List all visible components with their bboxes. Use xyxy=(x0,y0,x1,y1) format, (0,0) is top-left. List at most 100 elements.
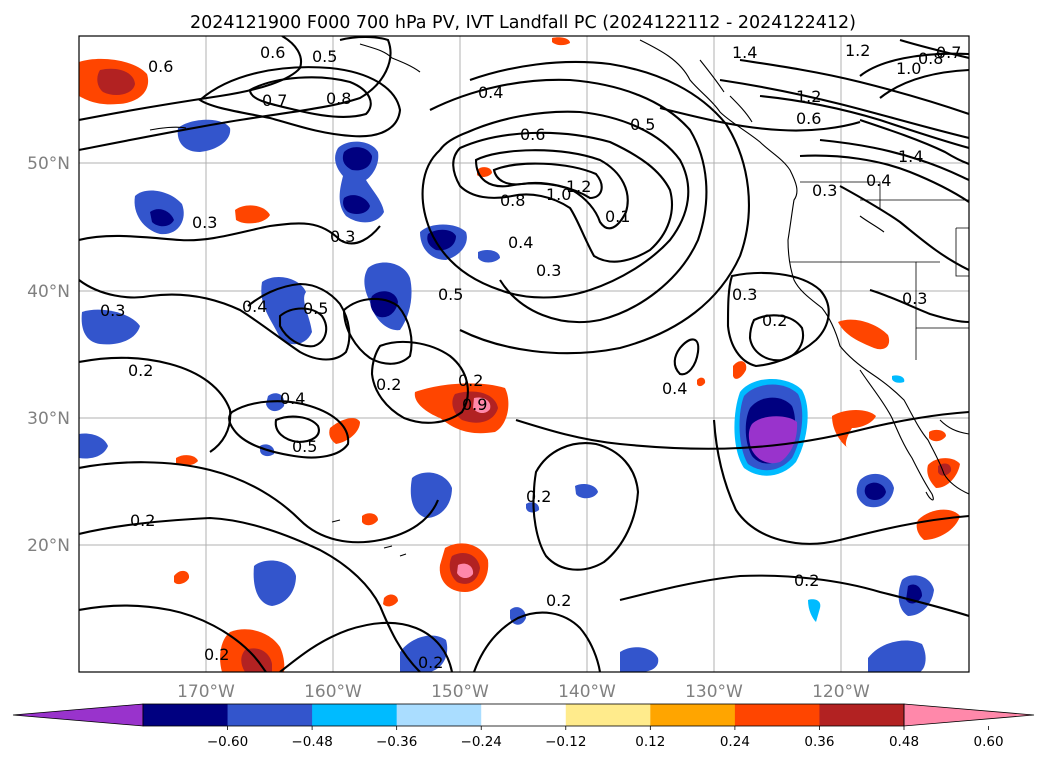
contour-label: 0.3 xyxy=(812,181,837,200)
contour-label: 0.2 xyxy=(376,375,401,394)
contour-label: 1.2 xyxy=(845,41,870,60)
map-plot-area: 0.6 0.6 0.5 0.7 0.8 0.4 0.6 0.5 1.0 0.8 … xyxy=(79,36,969,672)
lat-label: 20°N xyxy=(27,536,70,556)
negative-anomaly-7 xyxy=(81,309,140,345)
contour-label: 0.4 xyxy=(508,233,533,252)
contour-label: 0.6 xyxy=(148,57,173,76)
contour-label: 0.2 xyxy=(526,487,551,506)
positive-anomaly-coast-6 xyxy=(929,429,946,442)
contour-label: 0.2 xyxy=(128,361,153,380)
contour-label: 0.5 xyxy=(630,115,655,134)
contour-label: 0.3 xyxy=(902,289,927,308)
contour-label: 0.2 xyxy=(794,571,819,590)
positive-anomaly-coast-3 xyxy=(832,410,876,448)
lon-label: 170°W xyxy=(177,682,235,702)
contour-label: 0.4 xyxy=(662,379,687,398)
contour-label: 1.4 xyxy=(898,147,923,166)
colorbar-swatch xyxy=(734,704,820,726)
colorbar-tick-label: 0.36 xyxy=(804,734,834,750)
contour-label: 0.3 xyxy=(330,227,355,246)
contour-label: 0.4 xyxy=(280,389,305,408)
contour-label: 0.6 xyxy=(260,43,285,62)
contour-label: 0.9 xyxy=(462,395,487,414)
contour-label: 0.4 xyxy=(242,297,267,316)
negative-anomaly-22 xyxy=(892,375,905,383)
contour-label: 0.2 xyxy=(204,645,229,664)
positive-anomaly-central xyxy=(414,383,509,434)
colorbar: −0.60 −0.48 −0.36 −0.24 −0.12 0.12 0.24 0.36 0.4… xyxy=(12,703,1035,750)
map-frame xyxy=(78,35,970,673)
lon-label: 120°W xyxy=(812,682,870,702)
contour-label: 0.4 xyxy=(478,83,503,102)
contour-label: 0.3 xyxy=(732,285,757,304)
lon-label: 130°W xyxy=(685,682,743,702)
positive-anomaly-small-3 xyxy=(176,455,198,466)
negative-anomaly-north-central xyxy=(335,141,384,223)
contour-label: 0.8 xyxy=(918,49,943,68)
negative-anomaly-17 xyxy=(575,484,598,499)
latitude-labels: 50°N 40°N 30°N 20°N xyxy=(27,154,70,556)
contour-label: 0.5 xyxy=(292,437,317,456)
colorbar-swatch xyxy=(650,704,736,726)
contour-label: 0.5 xyxy=(303,299,328,318)
contour-label: 0.8 xyxy=(326,89,351,108)
colorbar-tick-label: 0.60 xyxy=(974,734,1004,750)
colorbar-swatch xyxy=(396,704,482,726)
contour-label: 0.6 xyxy=(796,109,821,128)
contour-label: 0.3 xyxy=(536,261,561,280)
colorbar-tick-label: −0.36 xyxy=(376,734,417,750)
contour-label: 0.7 xyxy=(262,91,287,110)
positive-anomaly-top-left xyxy=(79,58,149,105)
figure-title: 2024121900 F000 700 hPa PV, IVT Landfall… xyxy=(190,13,856,33)
colorbar-swatch xyxy=(227,704,313,726)
lon-label: 140°W xyxy=(558,682,616,702)
positive-anomaly-small-2 xyxy=(329,418,360,444)
colorbar-tick-label: −0.12 xyxy=(545,734,586,750)
lon-label: 160°W xyxy=(304,682,362,702)
negative-anomaly-california-offshore xyxy=(734,378,808,476)
positive-anomaly-small-8 xyxy=(552,37,570,46)
lat-label: 40°N xyxy=(27,282,70,302)
colorbar-tick-label: −0.24 xyxy=(461,734,502,750)
contour-label: 0.2 xyxy=(762,311,787,330)
positive-anomaly-coast-2 xyxy=(733,361,747,379)
colorbar-tick-label: 0.24 xyxy=(720,734,750,750)
negative-anomaly-1-core xyxy=(427,229,456,251)
contour-label: 0.6 xyxy=(520,125,545,144)
contour-label: 0.5 xyxy=(438,285,463,304)
positive-anomaly-coast-1 xyxy=(838,319,890,350)
lat-label: 30°N xyxy=(27,409,70,429)
contour-label: 0.2 xyxy=(546,591,571,610)
contour-labels: 0.6 0.6 0.5 0.7 0.8 0.4 0.6 0.5 1.0 0.8 … xyxy=(100,41,961,672)
contour-label: 1.2 xyxy=(566,177,591,196)
contour-label: 0.2 xyxy=(418,653,443,672)
contour-label: 0.2 xyxy=(458,371,483,390)
colorbar-frame xyxy=(142,703,905,727)
contour-label: 1.0 xyxy=(546,185,571,204)
colorbar-swatch xyxy=(143,704,229,726)
contour-label: 0.1 xyxy=(605,207,630,226)
negative-anomaly-19 xyxy=(808,599,821,622)
positive-anomaly-small-4 xyxy=(174,570,190,585)
positive-anomaly-small-6 xyxy=(383,594,398,607)
negative-anomaly-6-core xyxy=(150,209,174,227)
lon-label: 150°W xyxy=(431,682,489,702)
ivt-anomaly-fills xyxy=(79,37,960,672)
colorbar-swatch xyxy=(565,704,651,726)
positive-anomaly-coast-7 xyxy=(697,377,706,387)
political-borders xyxy=(790,181,969,360)
pv-contours xyxy=(79,36,969,672)
contour-label: 0.2 xyxy=(130,511,155,530)
contour-label: 0.8 xyxy=(500,191,525,210)
colorbar-swatch xyxy=(312,704,398,726)
contour-label: 0.3 xyxy=(192,213,217,232)
lat-label: 50°N xyxy=(27,154,70,174)
colorbar-swatch xyxy=(819,704,905,726)
colorbar-tick-label: −0.60 xyxy=(207,734,248,750)
contour-label: 1.4 xyxy=(732,43,757,62)
map-background xyxy=(79,36,969,672)
colorbar-swatch xyxy=(481,704,567,726)
negative-anomaly-12 xyxy=(620,647,659,672)
negative-anomaly-3-core xyxy=(370,291,398,318)
